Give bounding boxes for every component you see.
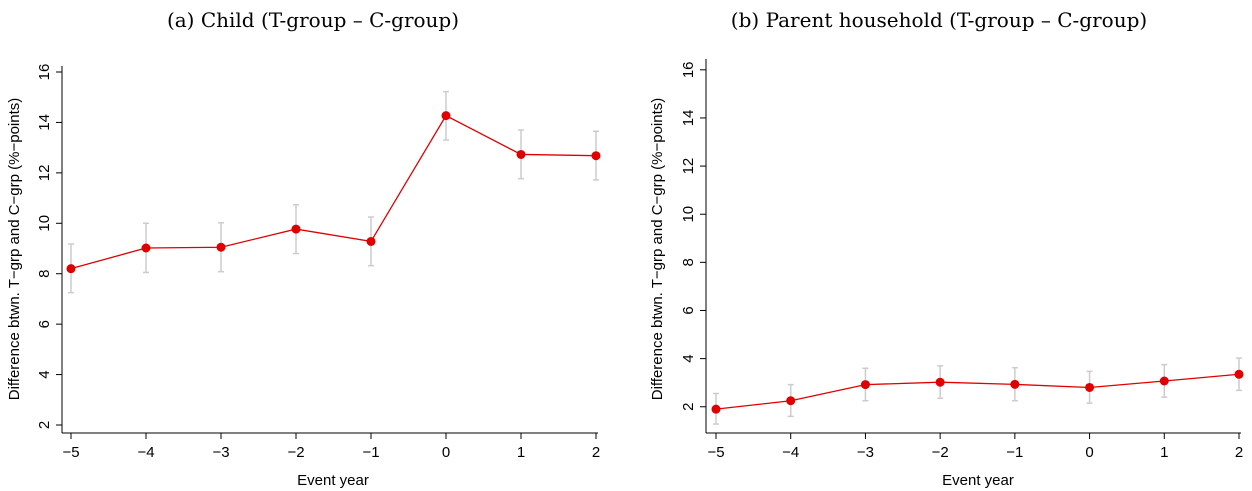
data-point [141, 243, 151, 253]
y-tick-label: 8 [36, 270, 53, 278]
x-tick-label: 2 [592, 444, 600, 461]
y-tick-label: 12 [36, 165, 53, 182]
data-point [366, 236, 376, 246]
x-tick-label: −2 [287, 444, 304, 461]
x-tick-label: 0 [442, 444, 450, 461]
data-point [591, 151, 601, 161]
x-tick-label: −2 [932, 444, 949, 461]
data-point [1010, 379, 1020, 389]
y-tick-label: 4 [36, 370, 53, 378]
data-point [1085, 382, 1095, 392]
y-tick-label: 14 [680, 110, 697, 127]
y-axis-label: Difference btwn. T−grp and C−grp (%−poin… [6, 98, 23, 401]
data-point [711, 404, 721, 414]
x-axis-label: Event year [942, 472, 1014, 489]
x-tick-label: −1 [362, 444, 379, 461]
x-tick-label: −3 [857, 444, 874, 461]
x-tick-label: 1 [517, 444, 525, 461]
series-line [715, 373, 1240, 410]
chart-panel-a: Difference btwn. T−grp and C−grp (%−poin… [6, 64, 601, 489]
x-tick-label: −1 [1006, 444, 1023, 461]
data-point [860, 380, 870, 390]
data-point [1234, 369, 1244, 379]
panel-a-title: (a) Child (T-group – C-group) [166, 8, 460, 32]
x-tick-label: 2 [1235, 444, 1243, 461]
data-point [786, 396, 796, 406]
data-point [935, 377, 945, 387]
y-tick-label: 16 [680, 61, 697, 78]
data-point [216, 242, 226, 252]
y-tick-label: 16 [36, 64, 53, 81]
y-tick-label: 4 [680, 354, 697, 362]
x-tick-label: −5 [707, 444, 724, 461]
x-tick-label: 1 [1160, 444, 1168, 461]
y-tick-label: 2 [680, 403, 697, 411]
data-point [441, 111, 451, 121]
y-tick-label: 6 [680, 306, 697, 314]
y-tick-label: 8 [680, 258, 697, 266]
data-point [66, 264, 76, 274]
data-point [516, 149, 526, 159]
y-tick-label: 12 [680, 158, 697, 175]
y-axis-label: Difference btwn. T−grp and C−grp (%−poin… [649, 98, 666, 401]
x-tick-label: −3 [212, 444, 229, 461]
y-tick-label: 10 [36, 215, 53, 232]
y-tick-label: 10 [680, 206, 697, 223]
series-line [70, 114, 597, 270]
panel-b-title: (b) Parent household (T-group – C-group) [730, 8, 1148, 32]
y-tick-label: 14 [36, 114, 53, 131]
x-axis-label: Event year [297, 472, 369, 489]
x-tick-label: 0 [1085, 444, 1093, 461]
data-point [1159, 376, 1169, 386]
x-tick-label: −4 [137, 444, 154, 461]
y-tick-label: 2 [36, 421, 53, 429]
x-tick-label: −4 [782, 444, 799, 461]
y-tick-label: 6 [36, 320, 53, 328]
x-tick-label: −5 [62, 444, 79, 461]
data-point [291, 224, 301, 234]
